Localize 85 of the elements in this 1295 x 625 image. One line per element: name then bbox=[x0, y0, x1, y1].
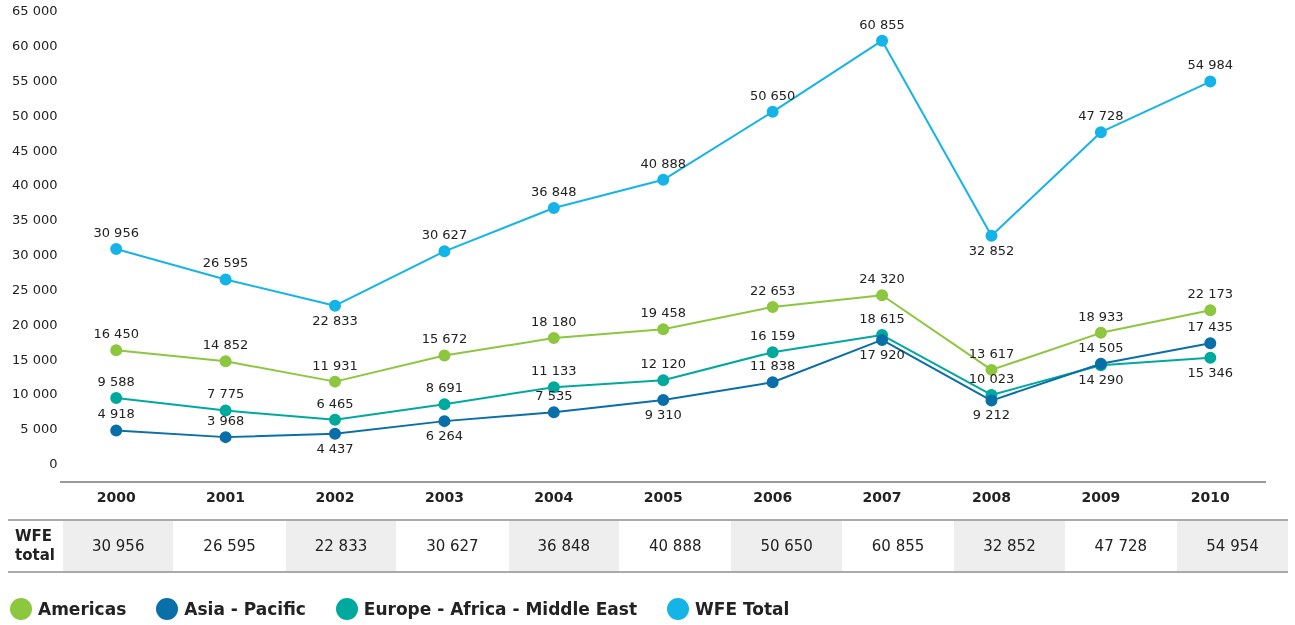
x-tick-label: 2001 bbox=[206, 489, 246, 506]
data-label: 22 833 bbox=[312, 312, 358, 328]
legend-label: Europe - Africa - Middle East bbox=[363, 599, 638, 619]
y-tick-label: 45 000 bbox=[11, 142, 58, 158]
data-label: 11 133 bbox=[531, 363, 577, 379]
data-label: 18 933 bbox=[1078, 308, 1124, 324]
text: 40 888 bbox=[619, 520, 731, 572]
y-tick-label: 20 000 bbox=[11, 316, 58, 332]
data-label: 15 672 bbox=[421, 331, 468, 347]
x-tick-label: 2010 bbox=[1190, 489, 1231, 506]
data-label: 14 290 bbox=[1078, 372, 1124, 388]
y-tick-label: 35 000 bbox=[11, 212, 58, 228]
text: WFE total bbox=[8, 520, 63, 572]
legend-label: Asia - Pacific bbox=[184, 599, 306, 619]
data-label: 7 535 bbox=[535, 388, 573, 404]
data-label: 30 627 bbox=[421, 227, 468, 243]
y-tick-label: 40 000 bbox=[11, 177, 58, 193]
data-label: 18 615 bbox=[859, 310, 905, 326]
data-label: 4 437 bbox=[316, 440, 354, 456]
y-tick-label: 5 000 bbox=[20, 421, 58, 437]
y-tick-label: 60 000 bbox=[11, 38, 58, 54]
x-tick-label: 2006 bbox=[753, 489, 793, 506]
data-label: 6 264 bbox=[425, 428, 464, 443]
data-label: 18 180 bbox=[531, 313, 577, 329]
data-label: 7 775 bbox=[206, 386, 245, 402]
data-label: 16 159 bbox=[749, 328, 796, 344]
y-tick-label: 25 000 bbox=[11, 281, 58, 297]
data-label: 9 310 bbox=[644, 406, 682, 422]
text: 36 848 bbox=[508, 520, 620, 572]
data-label: 22 653 bbox=[749, 282, 796, 298]
text: 30 956 bbox=[62, 520, 174, 572]
text: 30 627 bbox=[396, 520, 509, 572]
y-tick-label: 10 000 bbox=[11, 386, 58, 402]
y-tick-label: 65 000 bbox=[11, 3, 58, 19]
data-label: 24 320 bbox=[859, 271, 905, 287]
data-label: 36 848 bbox=[531, 183, 577, 199]
data-label: 9 212 bbox=[972, 407, 1011, 423]
y-tick-label: 55 000 bbox=[11, 72, 58, 88]
x-tick-label: 2002 bbox=[315, 489, 355, 506]
y-tick-label: 0 bbox=[49, 456, 58, 472]
data-label: 22 173 bbox=[1187, 286, 1234, 302]
x-tick-label: 2004 bbox=[534, 489, 574, 506]
data-label: 40 888 bbox=[640, 155, 686, 171]
data-label: 50 650 bbox=[749, 87, 796, 103]
data-label: 30 956 bbox=[93, 224, 139, 240]
data-label: 15 346 bbox=[1187, 364, 1234, 380]
data-label: 17 435 bbox=[1187, 319, 1234, 335]
data-label: 6 465 bbox=[316, 395, 354, 411]
data-label: 54 984 bbox=[1187, 57, 1234, 73]
data-label: 32 852 bbox=[968, 242, 1015, 258]
data-label: 17 920 bbox=[859, 346, 905, 362]
data-label: 47 728 bbox=[1078, 108, 1124, 124]
x-tick-label: 2007 bbox=[862, 489, 902, 506]
data-label: 4 918 bbox=[97, 406, 135, 422]
data-label: 26 595 bbox=[202, 255, 249, 271]
data-label: 14 852 bbox=[202, 337, 249, 353]
data-label: 60 855 bbox=[859, 16, 905, 32]
data-label: 10 023 bbox=[968, 370, 1015, 386]
legend-label: WFE Total bbox=[695, 599, 790, 619]
data-label: 13 617 bbox=[968, 345, 1015, 361]
y-tick-label: 50 000 bbox=[11, 107, 58, 123]
data-label: 12 120 bbox=[640, 356, 686, 372]
data-label: 3 968 bbox=[206, 413, 245, 428]
x-tick-label: 2009 bbox=[1081, 489, 1121, 506]
data-label: 19 458 bbox=[640, 305, 686, 321]
data-label: 11 931 bbox=[312, 357, 358, 373]
text: 60 855 bbox=[842, 520, 954, 572]
legend-label: Americas bbox=[38, 599, 127, 619]
text: 50 650 bbox=[730, 520, 843, 572]
text: 32 852 bbox=[953, 520, 1066, 572]
data-label: 9 588 bbox=[97, 373, 135, 389]
data-label: 14 505 bbox=[1078, 339, 1124, 355]
text: 26 595 bbox=[173, 520, 286, 572]
x-tick-label: 2005 bbox=[643, 489, 683, 506]
data-label: 11 838 bbox=[749, 358, 796, 374]
x-tick-label: 2008 bbox=[971, 489, 1011, 506]
text: 47 728 bbox=[1065, 520, 1177, 572]
y-tick-label: 15 000 bbox=[11, 351, 58, 367]
data-label: 16 450 bbox=[93, 326, 139, 342]
x-tick-label: 2003 bbox=[424, 489, 464, 506]
x-tick-label: 2000 bbox=[96, 489, 136, 506]
y-tick-label: 30 000 bbox=[11, 247, 58, 263]
data-label: 8 691 bbox=[425, 380, 464, 396]
text: 22 833 bbox=[285, 520, 397, 572]
text: 54 954 bbox=[1176, 520, 1288, 572]
